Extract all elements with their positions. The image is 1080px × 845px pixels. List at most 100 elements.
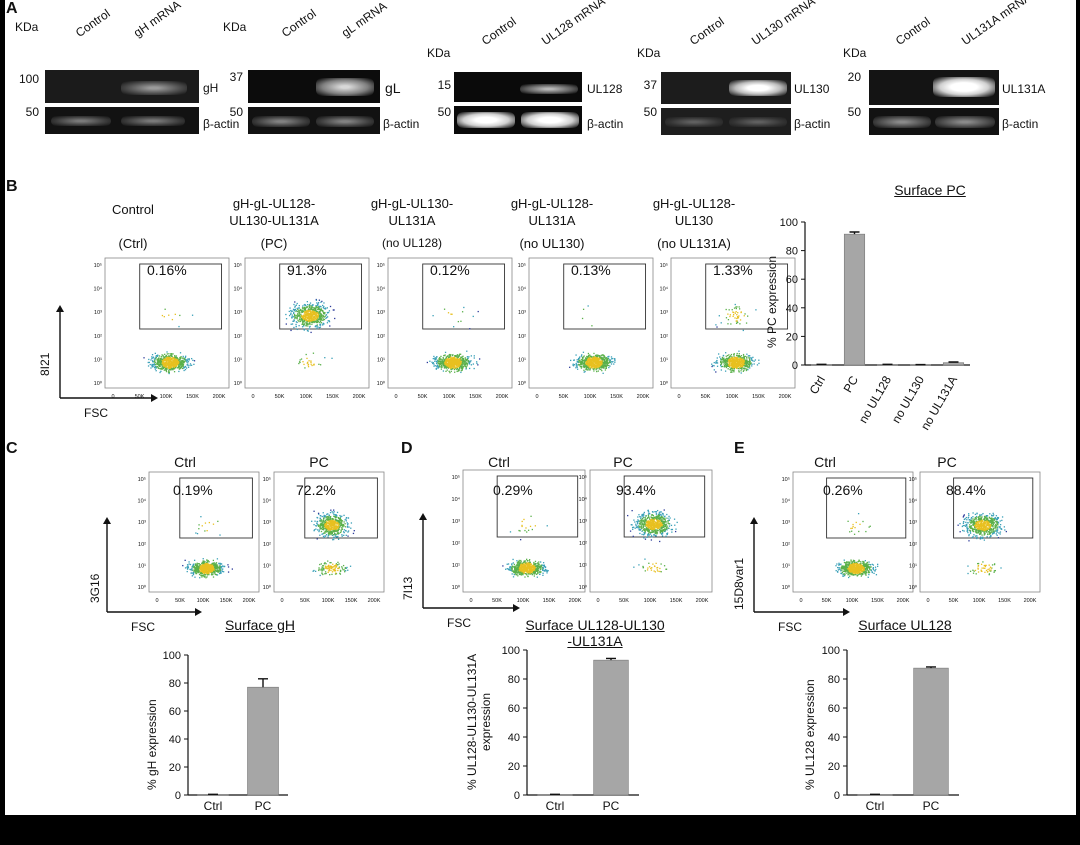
- blot-actin: [661, 108, 791, 135]
- y-tick-label: 10³: [660, 310, 668, 316]
- band-label: gL: [385, 80, 401, 96]
- y-tick-label: 10⁵: [518, 262, 526, 269]
- gate-percent: 88.4%: [946, 482, 986, 498]
- band-label: UL128: [587, 82, 622, 96]
- blot-actin: [454, 106, 582, 134]
- gate-percent: 0.13%: [571, 262, 611, 278]
- lane-label: UL128 mRNA: [539, 0, 608, 48]
- category-label: PC: [923, 799, 940, 813]
- x-tick-label: 50K: [275, 394, 285, 400]
- y-tick-label: 60: [508, 703, 520, 715]
- x-axis-label: FSC: [447, 616, 471, 630]
- y-tick-label: 10⁵: [234, 262, 242, 269]
- panel-label-c: C: [6, 440, 18, 458]
- x-tick-label: 150K: [469, 394, 482, 400]
- flow-title: PC: [917, 454, 977, 470]
- kda-label: KDa: [223, 20, 246, 34]
- x-tick-label: 150K: [345, 598, 358, 604]
- y-tick-label: 10⁴: [94, 286, 103, 293]
- y-tick-label: 10⁴: [660, 286, 669, 293]
- x-tick-label: 150K: [752, 394, 765, 400]
- panel-label-b: B: [6, 178, 18, 196]
- gate-percent: 1.33%: [713, 262, 753, 278]
- y-tick-label: 10²: [518, 334, 526, 340]
- flow-title: gH-gL-UL128- UL131A: [489, 195, 615, 229]
- y-tick-label: 0: [834, 790, 840, 802]
- blot-target: [45, 70, 199, 103]
- y-tick-label: 10⁵: [782, 476, 790, 483]
- panel-label-a: A: [6, 0, 18, 18]
- x-tick-label: 150K: [610, 394, 623, 400]
- chart-title: Surface gH: [200, 617, 320, 633]
- gate-percent: 0.19%: [173, 482, 213, 498]
- x-tick-label: 50K: [619, 598, 629, 604]
- y-tick-label: 10⁴: [909, 498, 918, 505]
- x-tick-label: 0: [535, 394, 538, 400]
- x-axis-label: FSC: [131, 620, 155, 634]
- kda-label: KDa: [843, 46, 866, 60]
- category-label: PC: [603, 799, 620, 813]
- gate-percent: 72.2%: [296, 482, 336, 498]
- x-tick-label: 100K: [726, 394, 739, 400]
- x-tick-label: 100K: [584, 394, 597, 400]
- y-tick-label: 40: [169, 734, 181, 746]
- blot-actin: [869, 108, 999, 135]
- y-tick-label: 10¹: [660, 357, 668, 363]
- flow-title: Ctrl: [795, 454, 855, 470]
- x-tick-label: 50K: [418, 394, 428, 400]
- lane-label: UL131A mRNA: [959, 0, 1034, 48]
- y-tick-label: 10⁰: [377, 380, 386, 387]
- loading-label: β-actin: [794, 117, 830, 131]
- y-tick-label: 10⁴: [138, 498, 147, 505]
- flow-title: gH-gL-UL128- UL130: [629, 195, 759, 229]
- category-label: PC: [255, 799, 272, 813]
- y-tick-label: 10⁴: [518, 286, 527, 293]
- x-tick-label: 150K: [543, 598, 556, 604]
- y-tick-label: 0: [514, 790, 520, 802]
- lane-label: Control: [687, 14, 727, 48]
- lane-label: UL130 mRNA: [749, 0, 818, 48]
- lane-label: Control: [279, 6, 319, 40]
- y-tick-label: 60: [828, 703, 840, 715]
- mw-marker: 50: [417, 105, 451, 119]
- x-tick-label: 50K: [949, 598, 959, 604]
- y-tick-label: 10³: [579, 519, 587, 525]
- x-tick-label: 50K: [559, 394, 569, 400]
- kda-label: KDa: [15, 20, 38, 34]
- x-tick-label: 200K: [1024, 598, 1037, 604]
- y-tick-label: 20: [508, 761, 520, 773]
- y-tick-label: 60: [169, 706, 181, 718]
- gate-percent: 0.12%: [430, 262, 470, 278]
- axis-arrows: [418, 509, 524, 613]
- y-axis-label: % PC expression: [765, 256, 779, 348]
- bar: [248, 687, 279, 795]
- y-tick-label: 40: [828, 732, 840, 744]
- y-tick-label: 10⁵: [138, 476, 146, 483]
- y-tick-label: 100: [822, 645, 840, 657]
- y-tick-label: 20: [786, 331, 798, 343]
- loading-label: β-actin: [587, 117, 623, 131]
- mw-marker: 15: [417, 78, 451, 92]
- category-label: Ctrl: [546, 799, 565, 813]
- x-tick-label: 150K: [998, 598, 1011, 604]
- x-tick-label: 0: [596, 598, 599, 604]
- mw-marker: 50: [5, 105, 39, 119]
- x-tick-label: 100K: [300, 394, 313, 400]
- y-tick-label: 80: [169, 678, 181, 690]
- x-tick-label: 100K: [644, 598, 657, 604]
- y-tick-label: 10²: [263, 542, 271, 548]
- bar: [943, 363, 963, 365]
- y-tick-label: 10³: [377, 310, 385, 316]
- band-label: UL131A: [1002, 82, 1045, 96]
- y-tick-label: 20: [828, 761, 840, 773]
- x-tick-label: 0: [926, 598, 929, 604]
- y-tick-label: 10⁰: [909, 584, 918, 591]
- bar: [844, 234, 864, 365]
- y-tick-label: 0: [792, 360, 798, 372]
- blot-actin: [248, 107, 380, 134]
- y-tick-label: 80: [828, 674, 840, 686]
- blot-target: [248, 70, 380, 103]
